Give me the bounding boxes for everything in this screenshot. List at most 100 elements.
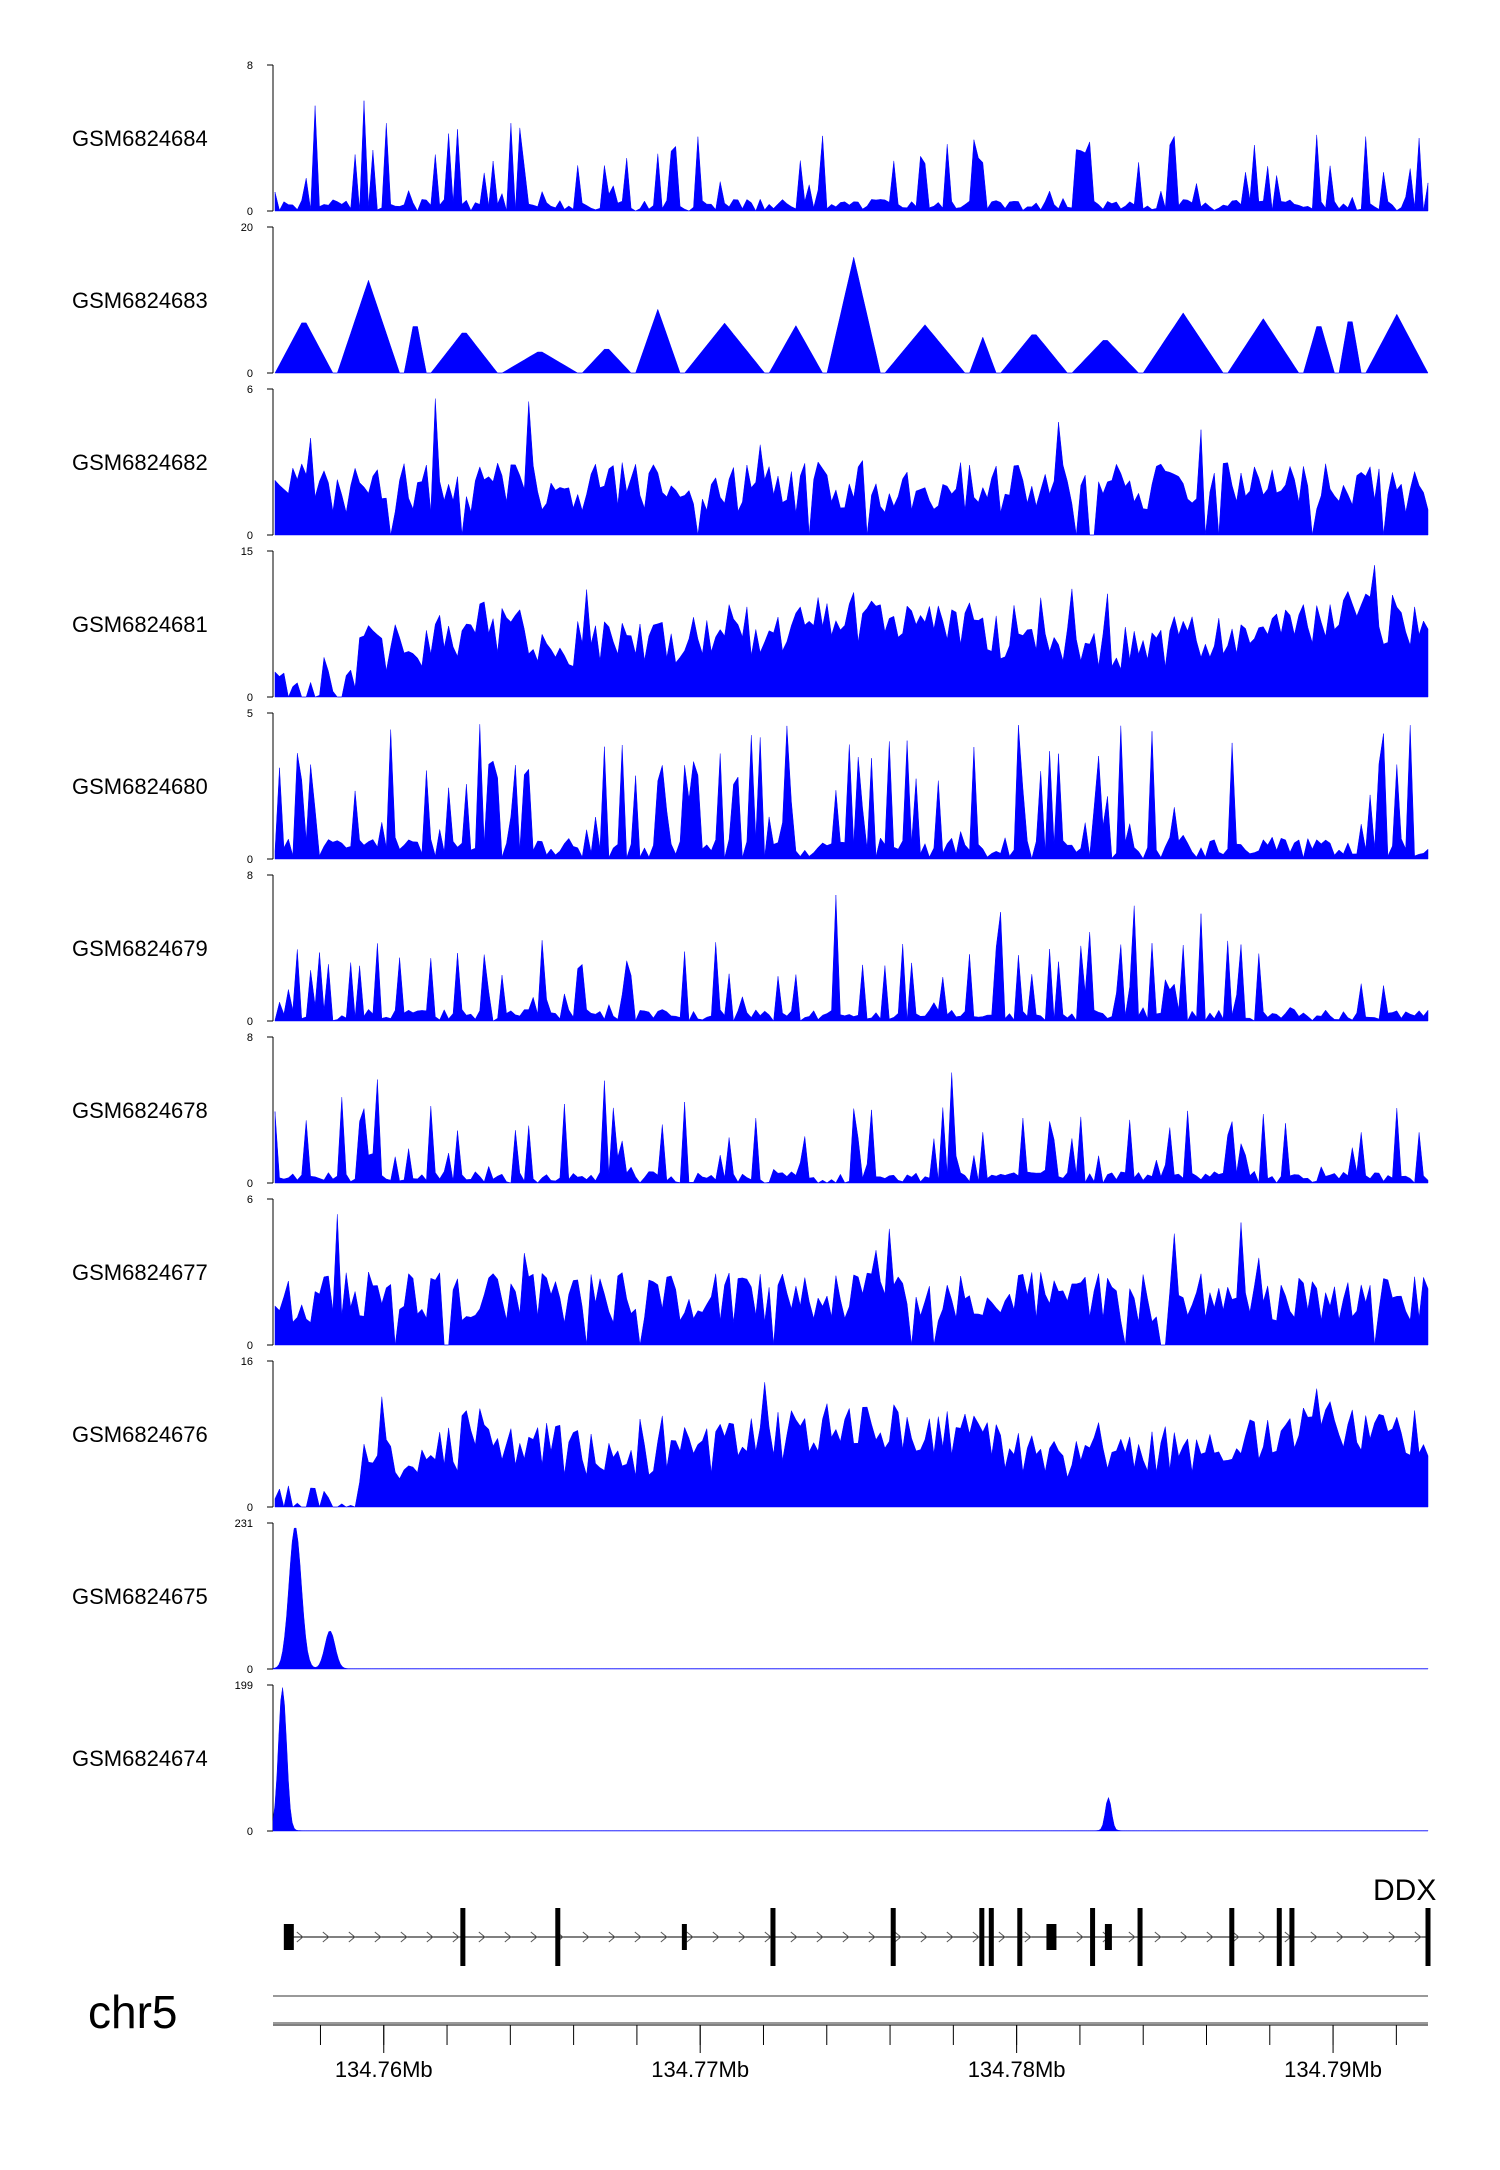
gene-label: DDX (1373, 1874, 1436, 1907)
track-GSM6824680: GSM6824680 5 0 (72, 708, 1429, 866)
exon-block (1017, 1908, 1023, 1966)
strand-arrow (868, 1931, 876, 1943)
strand-arrow (1336, 1931, 1344, 1943)
x-tick-label: 134.77Mb (651, 2057, 749, 2082)
y-tick-label-max: 8 (247, 60, 253, 72)
exon-block (1046, 1924, 1057, 1950)
strand-arrow (1154, 1931, 1162, 1943)
y-tick-label-max: 8 (247, 870, 253, 882)
track-GSM6824683: GSM6824683 20 0 (72, 222, 1429, 380)
y-tick-label-max: 6 (247, 1194, 253, 1206)
exon-block (770, 1908, 776, 1966)
genome-axis: chr5 134.76Mb 134.77Mb 134.78Mb 134.79Mb (88, 1986, 1428, 2082)
exon-block (1090, 1908, 1096, 1966)
y-tick-label-min: 0 (247, 206, 253, 218)
track-name-label: GSM6824675 (72, 1584, 208, 1609)
strand-arrow (972, 1931, 980, 1943)
track-name-label: GSM6824677 (72, 1260, 208, 1285)
strand-arrow (374, 1931, 382, 1943)
y-tick-label-min: 0 (247, 1016, 253, 1028)
strand-arrow (1362, 1931, 1370, 1943)
y-tick-label-min: 0 (247, 368, 253, 380)
strand-arrow (790, 1931, 798, 1943)
strand-arrow (686, 1931, 694, 1943)
track-GSM6824674: GSM6824674 199 0 (72, 1680, 1429, 1838)
strand-arrow (530, 1931, 538, 1943)
strand-arrow (582, 1931, 590, 1943)
y-tick-label-max: 6 (247, 384, 253, 396)
x-tick-label: 134.78Mb (968, 2057, 1066, 2082)
exon-block (1425, 1908, 1431, 1966)
y-tick-label-max: 15 (241, 546, 253, 558)
strand-arrow (894, 1931, 902, 1943)
strand-arrow (1310, 1931, 1318, 1943)
coverage-area-GSM6824676 (274, 1382, 1429, 1508)
strand-arrow (634, 1931, 642, 1943)
track-GSM6824679: GSM6824679 8 0 (72, 870, 1429, 1028)
y-tick-label-min: 0 (247, 1502, 253, 1514)
strand-arrow (660, 1931, 668, 1943)
strand-arrow (608, 1931, 616, 1943)
strand-arrow (1024, 1931, 1032, 1943)
track-GSM6824676: GSM6824676 16 0 (72, 1356, 1429, 1514)
strand-arrow (1180, 1931, 1188, 1943)
track-GSM6824684: GSM6824684 8 0 (72, 60, 1429, 218)
coverage-area-GSM6824679 (274, 894, 1429, 1022)
x-tick-label: 134.79Mb (1284, 2057, 1382, 2082)
strand-arrow (296, 1931, 304, 1943)
strand-arrow (400, 1931, 408, 1943)
gene-annotation-track: DDX (283, 1874, 1436, 1966)
track-GSM6824682: GSM6824682 6 0 (72, 384, 1429, 542)
strand-arrow (738, 1931, 746, 1943)
track-name-label: GSM6824681 (72, 612, 208, 637)
strand-arrow (1232, 1931, 1240, 1943)
strand-arrow (1258, 1931, 1266, 1943)
strand-arrow (348, 1931, 356, 1943)
coverage-area-GSM6824684 (274, 100, 1429, 212)
coverage-tracks: GSM682468480GSM6824683200GSM682468260GSM… (72, 60, 1429, 1838)
exon-block (1229, 1908, 1235, 1966)
y-tick-label-max: 5 (247, 708, 253, 720)
strand-arrow (426, 1931, 434, 1943)
strand-arrow (920, 1931, 928, 1943)
strand-arrow (1076, 1931, 1084, 1943)
exon-block (1289, 1908, 1295, 1966)
strand-arrow (1414, 1931, 1422, 1943)
strand-arrow (816, 1931, 824, 1943)
strand-arrow (504, 1931, 512, 1943)
track-name-label: GSM6824683 (72, 288, 208, 313)
strand-arrow (322, 1931, 330, 1943)
y-tick-label-min: 0 (247, 1178, 253, 1190)
y-tick-label-max: 20 (241, 222, 253, 234)
y-tick-label-min: 0 (247, 1826, 253, 1838)
strand-arrow (478, 1931, 486, 1943)
coverage-area-GSM6824683 (274, 257, 1429, 374)
track-name-label: GSM6824682 (72, 450, 208, 475)
y-tick-label-min: 0 (247, 1340, 253, 1352)
exon-block (555, 1908, 561, 1966)
track-name-label: GSM6824684 (72, 126, 208, 151)
coverage-area-GSM6824682 (274, 398, 1429, 536)
exon-block (988, 1908, 994, 1966)
track-GSM6824677: GSM6824677 6 0 (72, 1194, 1429, 1352)
coverage-area-GSM6824675 (272, 1527, 1429, 1670)
strand-arrow (998, 1931, 1006, 1943)
strand-arrow (1388, 1931, 1396, 1943)
y-tick-label-min: 0 (247, 692, 253, 704)
coverage-area-GSM6824681 (274, 565, 1429, 698)
track-GSM6824681: GSM6824681 15 0 (72, 546, 1429, 704)
y-tick-label-max: 199 (235, 1680, 253, 1692)
strand-arrow (842, 1931, 850, 1943)
exon-block (460, 1908, 466, 1966)
coverage-area-GSM6824677 (274, 1214, 1429, 1346)
strand-arrow (452, 1931, 460, 1943)
y-tick-label-max: 231 (235, 1518, 253, 1530)
chromosome-label: chr5 (88, 1986, 177, 2038)
coverage-area-GSM6824680 (274, 724, 1429, 860)
y-tick-label-max: 16 (241, 1356, 253, 1368)
track-GSM6824675: GSM6824675 231 0 (72, 1518, 1429, 1676)
exon-block (890, 1908, 896, 1966)
track-name-label: GSM6824674 (72, 1746, 208, 1771)
